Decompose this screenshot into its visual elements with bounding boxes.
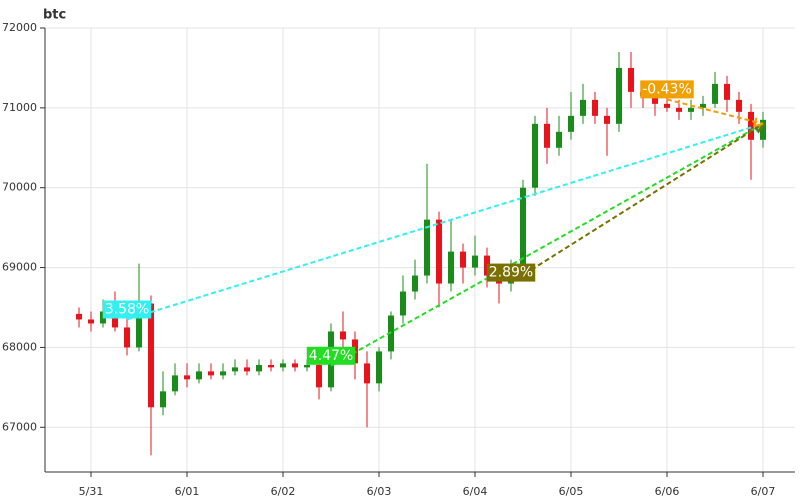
candle-body <box>256 364 262 372</box>
annotation-label: -0.43% <box>642 81 692 97</box>
annotation-label: 3.58% <box>105 301 149 317</box>
candle-body <box>124 327 130 348</box>
candle-body <box>196 371 202 380</box>
candle-body <box>652 95 658 104</box>
candle-body <box>364 363 370 384</box>
candle-body <box>748 111 754 140</box>
x-tick-label: 6/06 <box>655 485 680 498</box>
candle-body <box>400 291 406 316</box>
y-tick-label: 69000 <box>2 261 37 274</box>
candle-body <box>544 123 550 148</box>
candle-body <box>208 371 214 376</box>
candle-body <box>448 251 454 284</box>
annotation-box <box>640 80 694 99</box>
candle-body <box>592 99 598 116</box>
x-tick-label: 6/07 <box>751 485 776 498</box>
candle-body <box>88 319 94 324</box>
candle-body <box>436 219 442 284</box>
annotation-arrowhead <box>753 123 764 134</box>
y-tick-label: 71000 <box>2 101 37 114</box>
annotation-line <box>510 122 764 284</box>
annotation-label: 4.47% <box>309 348 353 364</box>
candle-body <box>736 99 742 112</box>
y-tick-label: 70000 <box>2 181 37 194</box>
candle-body <box>568 115 574 132</box>
annotation-line <box>666 98 764 125</box>
candle-body <box>220 371 226 376</box>
candle-body <box>184 375 190 380</box>
candle-body <box>280 363 286 368</box>
candle-body <box>172 375 178 392</box>
candle-body <box>520 187 526 268</box>
candle-body <box>580 99 586 116</box>
candle-body <box>376 351 382 384</box>
y-tick-label: 72000 <box>2 21 37 34</box>
y-tick-label: 68000 <box>2 340 37 353</box>
candle-body <box>712 83 718 104</box>
annotation-arrowhead <box>752 117 764 128</box>
y-tick-label: 67000 <box>2 420 37 433</box>
candle-body <box>148 303 154 408</box>
candle-body <box>700 103 706 108</box>
candle-body <box>292 363 298 368</box>
candle-body <box>304 364 310 368</box>
candle-body <box>340 331 346 340</box>
x-tick-label: 6/04 <box>463 485 488 498</box>
candle-body <box>232 367 238 372</box>
annotation-box <box>306 346 356 365</box>
candle-body <box>472 255 478 268</box>
x-tick-label: 6/02 <box>271 485 296 498</box>
candle-body <box>760 119 766 140</box>
candle-body <box>388 315 394 352</box>
x-tick-label: 6/01 <box>175 485 200 498</box>
annotation-line <box>126 122 764 321</box>
candle-body <box>136 303 142 348</box>
candle-body <box>76 313 82 320</box>
candle-body <box>112 311 118 328</box>
candle-body <box>316 364 322 388</box>
candle-body <box>160 391 166 408</box>
annotation-label: 2.89% <box>489 265 533 281</box>
candle-body <box>628 67 634 92</box>
candle-body <box>268 364 274 368</box>
candle-body <box>676 107 682 112</box>
chart-title: btc <box>43 8 66 23</box>
annotation-box <box>486 263 536 282</box>
x-tick-label: 5/31 <box>79 485 104 498</box>
candle-body <box>424 219 430 276</box>
candle-body <box>604 115 610 124</box>
candle-body <box>412 275 418 292</box>
candle-body <box>556 131 562 148</box>
candle-body <box>532 123 538 188</box>
x-tick-label: 6/05 <box>559 485 584 498</box>
annotation-line <box>330 122 764 367</box>
x-tick-label: 6/03 <box>367 485 392 498</box>
candle-body <box>616 67 622 124</box>
candle-body <box>688 107 694 112</box>
candle-body <box>664 103 670 108</box>
candle-body <box>244 367 250 372</box>
annotation-box <box>102 300 152 319</box>
candle-body <box>460 251 466 268</box>
candle-body <box>724 83 730 100</box>
